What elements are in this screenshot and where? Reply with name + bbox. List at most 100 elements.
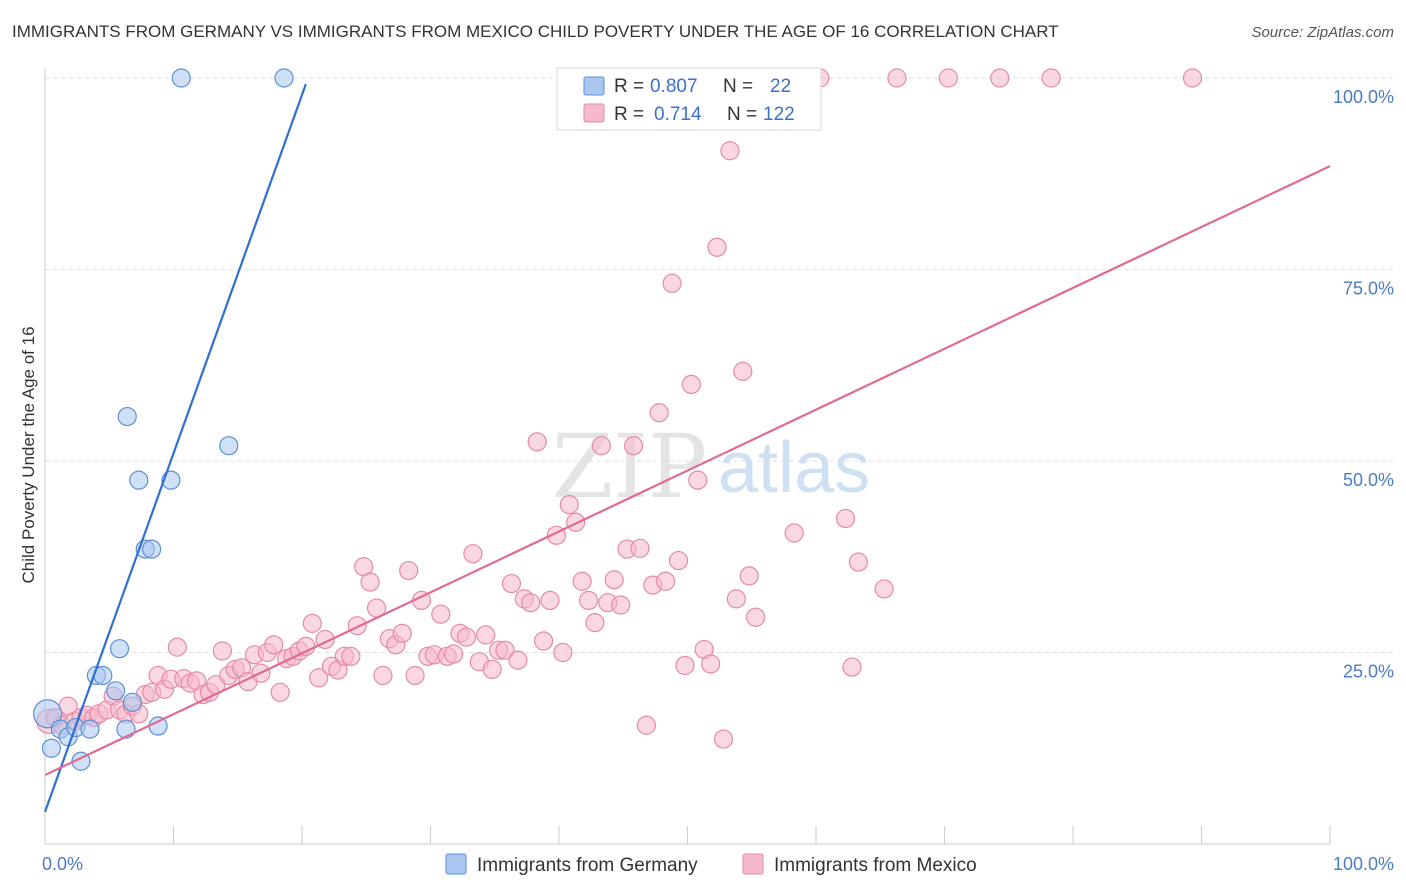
germany-data-point	[106, 681, 126, 701]
germany-data-point	[116, 719, 136, 739]
mexico-data-point	[399, 560, 419, 581]
mexico-data-point	[553, 642, 573, 663]
mexico-data-point	[746, 607, 766, 627]
y-tick-label: 75.0%	[1343, 279, 1394, 299]
trend-lines	[43, 83, 1331, 813]
mexico-data-point	[887, 68, 907, 88]
bottom-legend-label-mexico: Immigrants from Mexico	[774, 855, 977, 876]
mexico-data-point	[649, 403, 669, 423]
mexico-data-point	[360, 572, 380, 592]
mexico-data-point	[578, 590, 599, 611]
legend-swatch-mexico	[583, 103, 605, 123]
mexico-data-point	[681, 374, 701, 394]
germany-data-point	[148, 716, 168, 736]
mexico-data-point	[938, 68, 958, 88]
mexico-data-point	[270, 682, 290, 702]
y-tick-label: 25.0%	[1343, 662, 1394, 682]
mexico-data-point	[495, 640, 515, 660]
germany-data-point	[274, 68, 294, 88]
mexico-data-point	[533, 631, 554, 651]
tick-labels: 25.0% 50.0% 75.0% 100.0% 0.0% 100.0%	[42, 87, 1394, 874]
mexico-data-point	[167, 637, 187, 657]
mexico-data-point	[302, 613, 322, 633]
y-tick-label: 50.0%	[1343, 470, 1394, 490]
mexico-data-point	[835, 508, 856, 529]
y-axis-label: Child Poverty Under the Age of 16	[19, 326, 38, 583]
y-tick-label: 100.0%	[1333, 87, 1394, 107]
mexico-data-point	[707, 237, 727, 257]
legend-r-label-germany: R =	[614, 76, 644, 97]
legend-r-value-mexico: 0.714	[654, 104, 702, 125]
mexico-data-point	[739, 566, 759, 586]
mexico-data-point	[990, 68, 1010, 88]
gridlines	[45, 77, 1394, 653]
bottom-legend-label-germany: Immigrants from Germany	[477, 855, 698, 876]
mexico-data-point	[296, 636, 316, 656]
legend-n-label-mexico: N =	[727, 104, 757, 125]
mexico-data-point	[501, 573, 522, 594]
mexico-data-point	[527, 432, 547, 452]
mexico-data-point	[463, 544, 483, 564]
mexico-trend-line	[44, 165, 1331, 777]
mexico-data-point	[848, 552, 869, 572]
mexico-data-point	[566, 512, 586, 532]
mexico-data-point	[212, 641, 232, 661]
mexico-data-point	[585, 613, 605, 633]
mexico-data-point	[713, 729, 734, 749]
germany-data-point	[109, 639, 130, 659]
germany-data-point	[32, 699, 63, 729]
mexico-data-point	[675, 655, 695, 676]
germany-data-point	[80, 719, 100, 739]
mexico-data-point	[688, 470, 708, 490]
germany-data-point	[41, 738, 62, 758]
bottom-legend-swatch-germany	[445, 853, 467, 875]
mexico-data-point	[456, 627, 477, 647]
bottom-legend: Immigrants from Germany Immigrants from …	[445, 853, 977, 876]
legend: R = 0.807 N = 22 R = 0.714 N = 122	[556, 67, 822, 131]
mexico-data-point	[604, 570, 624, 590]
mexico-data-point	[874, 579, 894, 599]
mexico-data-point	[572, 571, 592, 591]
mexico-data-point	[656, 571, 676, 591]
x-tick-label: 0.0%	[42, 854, 83, 874]
germany-data-point	[171, 68, 191, 88]
bottom-legend-swatch-mexico	[742, 853, 764, 875]
series-germany-points	[32, 68, 294, 771]
mexico-data-point	[264, 635, 284, 655]
mexico-data-point	[373, 665, 393, 686]
mexico-data-point	[1041, 68, 1061, 88]
mexico-data-point	[591, 436, 612, 456]
chart-source: Source: ZipAtlas.com	[1251, 24, 1394, 41]
legend-r-label-mexico: R =	[614, 104, 644, 125]
mexico-data-point	[726, 589, 746, 609]
mexico-data-point	[405, 665, 425, 686]
mexico-data-point	[341, 646, 361, 666]
mexico-data-point	[559, 495, 579, 515]
mexico-data-point	[521, 593, 541, 613]
mexico-data-point	[611, 595, 631, 615]
legend-swatch-germany	[583, 76, 605, 96]
mexico-data-point	[784, 523, 804, 543]
legend-r-value-germany: 0.807	[650, 76, 698, 97]
mexico-data-point	[476, 625, 496, 645]
germany-data-point	[122, 692, 142, 712]
series-mexico-points	[36, 68, 1203, 749]
mexico-data-point	[540, 590, 560, 611]
mexico-data-point	[720, 141, 740, 161]
germany-data-point	[129, 470, 149, 490]
chart-title: IMMIGRANTS FROM GERMANY VS IMMIGRANTS FR…	[12, 22, 1059, 41]
mexico-data-point	[482, 659, 502, 679]
watermark: ZIP atlas	[552, 415, 870, 518]
mexico-data-point	[842, 657, 862, 677]
legend-n-value-mexico: 122	[763, 104, 795, 125]
mexico-data-point	[431, 604, 451, 624]
germany-data-point	[219, 436, 239, 456]
mexico-data-point	[701, 654, 721, 674]
germany-data-point	[142, 539, 162, 559]
mexico-data-point	[347, 616, 367, 636]
germany-data-point	[117, 406, 137, 427]
legend-n-label-germany: N =	[723, 76, 753, 97]
mexico-data-point	[630, 538, 650, 558]
mexico-data-point	[1182, 68, 1203, 88]
